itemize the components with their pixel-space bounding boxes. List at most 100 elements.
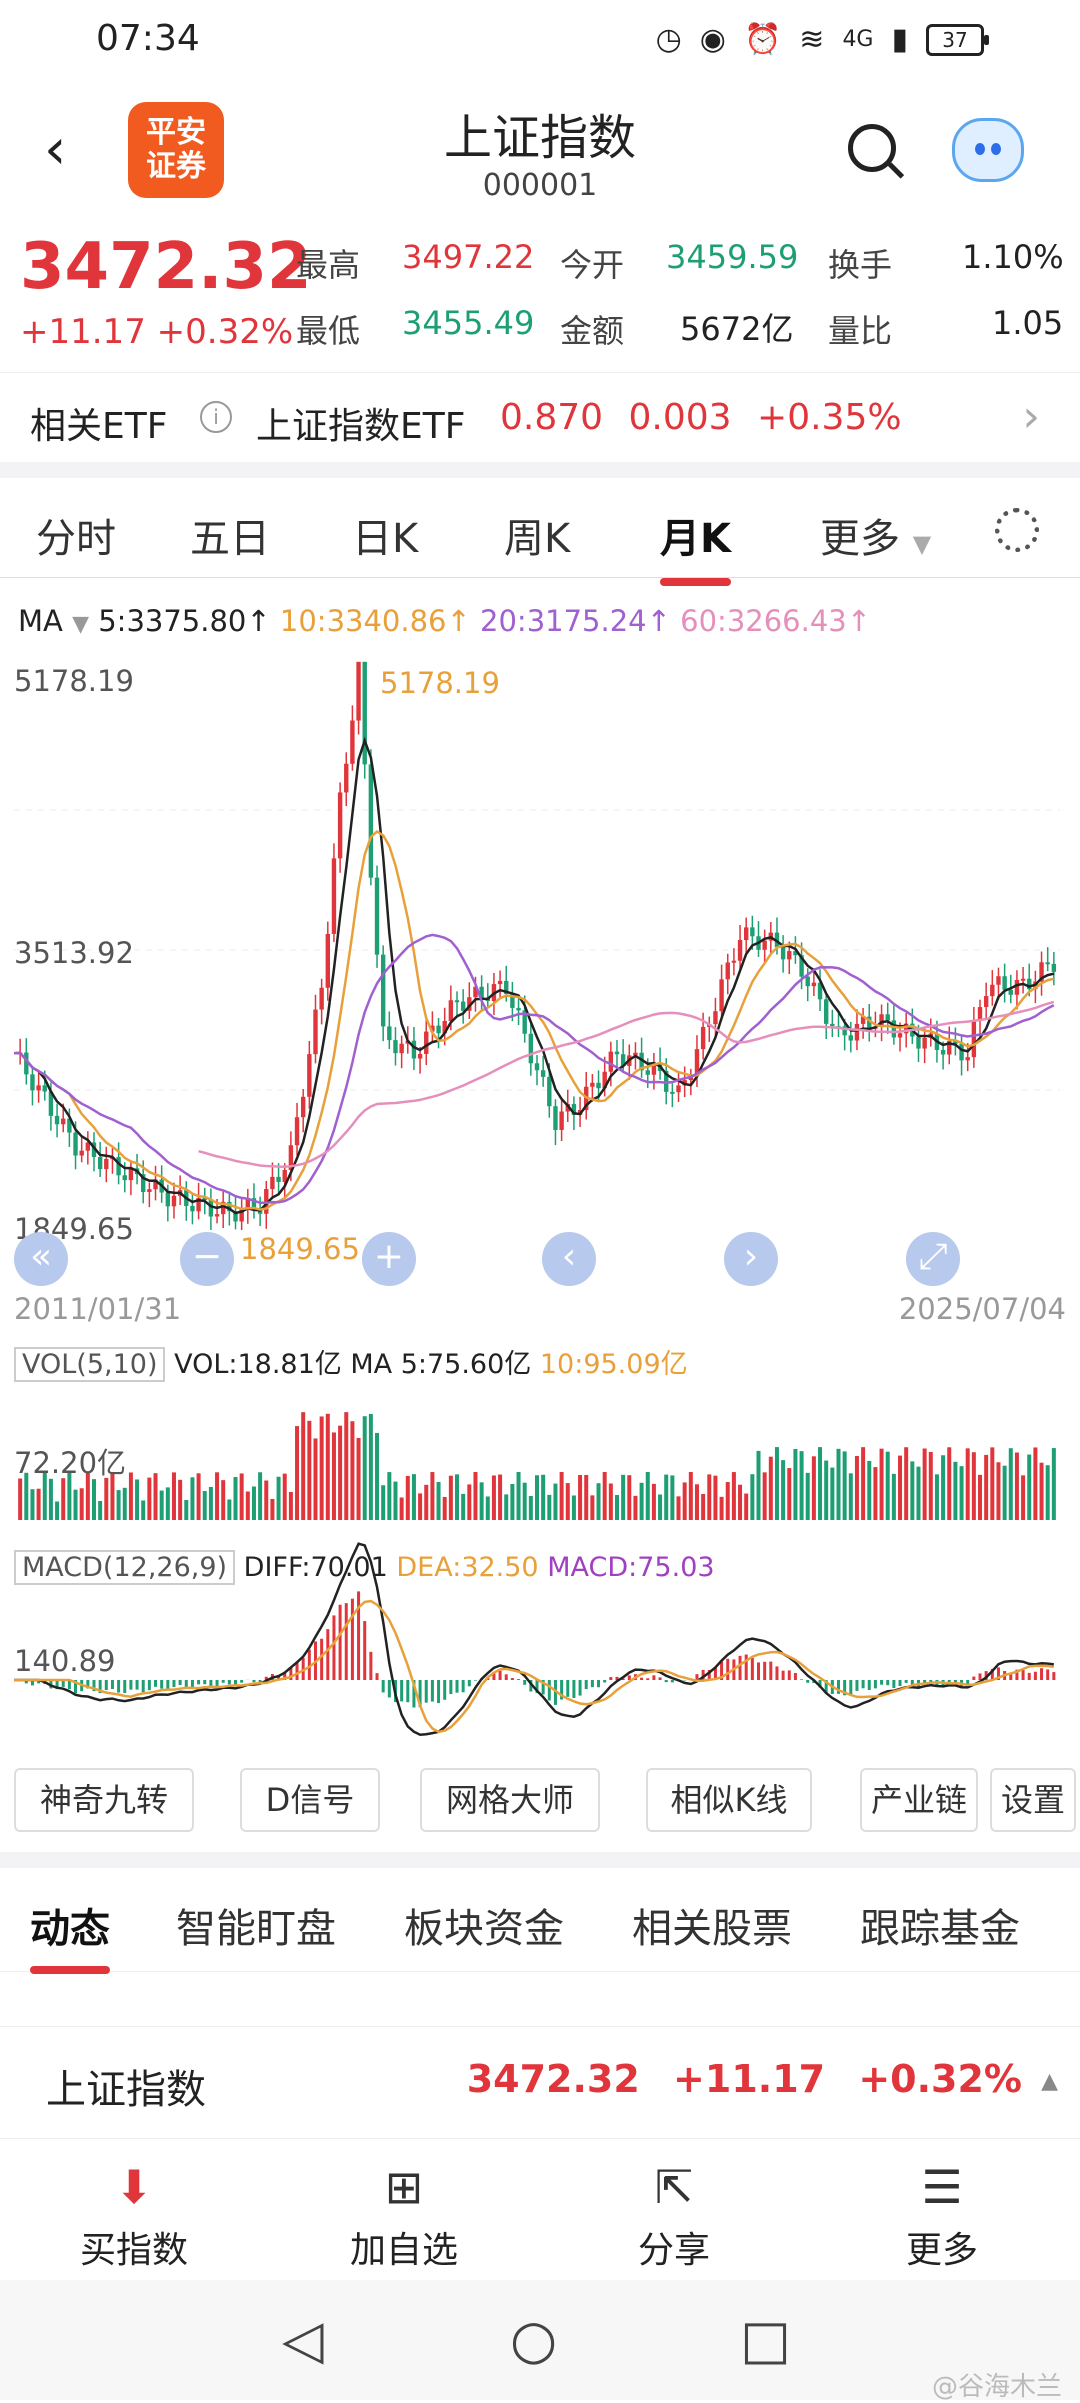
nav-more[interactable]: ☰ 更多 xyxy=(852,2157,1032,2273)
macd-bar xyxy=(855,1680,858,1691)
zoom-in-icon[interactable]: + xyxy=(362,1232,416,1286)
macd-bar xyxy=(652,1675,655,1680)
related-etf-row[interactable]: 相关ETF i 上证指数ETF 0.870 0.003 +0.35% › xyxy=(0,372,1080,462)
tab-more[interactable]: 更多 ▼ xyxy=(820,506,931,564)
vol-selector[interactable]: VOL(5,10) xyxy=(14,1347,165,1382)
macd-bar xyxy=(739,1656,742,1680)
divider xyxy=(0,1852,1080,1868)
tool-d-signal[interactable]: D信号 xyxy=(240,1768,380,1832)
gear-icon[interactable] xyxy=(995,508,1039,552)
zoom-out-icon[interactable]: − xyxy=(180,1232,234,1286)
candle-body xyxy=(855,1024,859,1041)
volume-bar xyxy=(338,1426,342,1520)
volume-bar xyxy=(572,1495,576,1520)
volume-bar xyxy=(689,1472,693,1520)
candle-body xyxy=(61,1119,65,1125)
volume-bar xyxy=(677,1496,681,1520)
volume-bar xyxy=(326,1414,330,1520)
macd-bar xyxy=(197,1680,200,1684)
macd-selector[interactable]: MACD(12,26,9) xyxy=(14,1550,235,1585)
macd-bar xyxy=(609,1677,612,1680)
nav-buy-index[interactable]: ⬇ 买指数 xyxy=(44,2157,224,2273)
signal-icon: 4G xyxy=(842,27,873,52)
nav-label: 买指数 xyxy=(44,2221,224,2273)
search-icon[interactable] xyxy=(848,124,896,172)
tool-settings[interactable]: 设置 xyxy=(990,1768,1076,1832)
stock-summary-row[interactable]: 上证指数 3472.32 +11.17 +0.32% ▲ xyxy=(0,2026,1080,2136)
home-circle-icon[interactable]: ○ xyxy=(510,2308,557,2371)
fullscreen-icon[interactable]: ⤢ xyxy=(906,1232,960,1286)
tab-tracking-funds[interactable]: 跟踪基金 xyxy=(860,1896,1020,1954)
tab-daily-k[interactable]: 日K xyxy=(352,506,418,564)
chevron-right-icon[interactable]: › xyxy=(1022,391,1040,442)
candle-body xyxy=(393,1040,397,1053)
back-triangle-icon[interactable]: ◁ xyxy=(282,2308,324,2371)
volume-bar xyxy=(1027,1455,1031,1520)
rewind-icon[interactable]: « xyxy=(14,1232,68,1286)
stock-name: 上证指数 xyxy=(46,2057,206,2115)
grid xyxy=(14,810,1060,1090)
tab-related-stocks[interactable]: 相关股票 xyxy=(632,1896,792,1954)
tab-monthly-k[interactable]: 月K xyxy=(660,506,731,564)
macd-bar xyxy=(579,1680,582,1696)
info-icon[interactable]: i xyxy=(200,401,232,433)
volume-bar xyxy=(757,1451,761,1520)
volume-bar xyxy=(929,1452,933,1520)
macd-bar xyxy=(388,1680,391,1697)
volume-bar xyxy=(578,1475,582,1520)
macd-bar xyxy=(517,1679,520,1680)
candle-body xyxy=(332,858,336,934)
y-axis-mid: 3513.92 xyxy=(14,936,134,970)
volume-bar xyxy=(215,1472,219,1520)
macd-bar xyxy=(751,1658,754,1680)
candle-body xyxy=(676,1085,680,1092)
tab-sector-funds[interactable]: 板块资金 xyxy=(404,1896,564,1954)
scroll-right-icon[interactable]: › xyxy=(724,1232,778,1286)
tab-weekly-k[interactable]: 周K xyxy=(504,506,570,564)
caret-up-icon[interactable]: ▲ xyxy=(1041,2069,1058,2094)
candle-body xyxy=(719,979,723,1011)
macd-bar xyxy=(400,1680,403,1701)
volume-bar xyxy=(197,1473,201,1520)
candle-body xyxy=(295,1117,299,1145)
tab-smart-watch[interactable]: 智能盯盘 xyxy=(176,1896,336,1954)
macd-value: MACD:75.03 xyxy=(547,1552,714,1583)
macd-bar xyxy=(222,1680,225,1683)
volume-bar xyxy=(541,1475,545,1520)
candle-body xyxy=(418,1054,422,1059)
date-start: 2011/01/31 xyxy=(14,1292,181,1326)
tab-five-day[interactable]: 五日 xyxy=(190,506,270,564)
tool-grid-master[interactable]: 网格大师 xyxy=(420,1768,600,1832)
wifi-icon: ≋ xyxy=(799,22,824,57)
candle-body xyxy=(516,1008,520,1010)
candle-body xyxy=(55,1116,59,1124)
signal-bars-icon: ▮ xyxy=(891,22,908,57)
nav-share[interactable]: ⇱ 分享 xyxy=(584,2157,764,2273)
robot-assistant-icon[interactable] xyxy=(952,118,1024,182)
macd-bar xyxy=(320,1639,323,1680)
volume-bar xyxy=(646,1472,650,1520)
recents-square-icon[interactable]: □ xyxy=(740,2308,791,2371)
battery-icon: 37 xyxy=(926,24,984,56)
divider xyxy=(0,462,1080,478)
macd-bar xyxy=(572,1680,575,1698)
macd-bar xyxy=(874,1680,877,1688)
volume-bar xyxy=(633,1496,637,1520)
tool-similar-k[interactable]: 相似K线 xyxy=(646,1768,812,1832)
candle-body xyxy=(319,988,323,1010)
volume-bar xyxy=(658,1495,662,1520)
ma-legend[interactable]: MA ▼ 5:3375.80↑ 10:3340.86↑ 20:3175.24↑ … xyxy=(18,604,871,638)
macd-bar xyxy=(548,1680,551,1700)
high-label: 最高 xyxy=(296,240,360,286)
candle-body xyxy=(172,1196,176,1207)
kline-chart[interactable]: 5178.19 3513.92 1849.65 5178.19 1849.65 … xyxy=(0,640,1080,1800)
tool-magic-nine[interactable]: 神奇九转 xyxy=(14,1768,194,1832)
macd-bar xyxy=(523,1680,526,1685)
tab-intraday[interactable]: 分时 xyxy=(36,506,116,564)
volume-bar xyxy=(744,1494,748,1520)
nav-add-watchlist[interactable]: ⊞ 加自选 xyxy=(314,2157,494,2273)
tab-news[interactable]: 动态 xyxy=(30,1896,110,1954)
tool-industry-chain[interactable]: 产业链 xyxy=(860,1768,978,1832)
vol-legend: VOL(5,10) VOL:18.81亿 MA 5:75.60亿 10:95.0… xyxy=(14,1342,688,1381)
scroll-left-icon[interactable]: ‹ xyxy=(542,1232,596,1286)
